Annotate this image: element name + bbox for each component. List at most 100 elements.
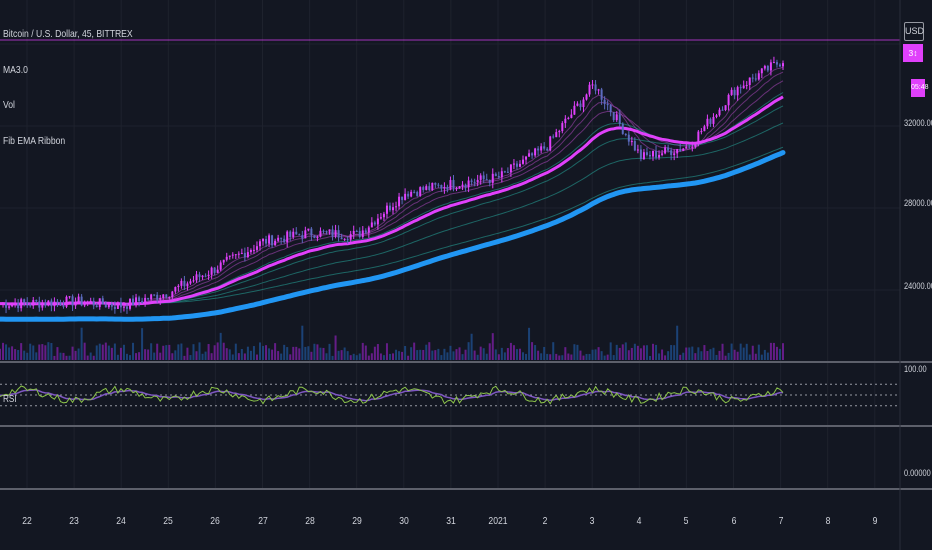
candle-body [156, 294, 159, 300]
volume-bar [41, 344, 44, 360]
volume-bar [128, 355, 131, 360]
candle-body [558, 131, 561, 133]
candle-body [89, 300, 92, 302]
volume-bar [165, 345, 168, 360]
candle-body [147, 297, 150, 300]
candle-body [201, 275, 204, 278]
volume-bar [11, 346, 14, 360]
candle-body [479, 175, 482, 180]
volume-bar [367, 355, 370, 360]
candle-body [440, 184, 443, 189]
volume-bar [642, 345, 645, 360]
volume-bar [564, 347, 567, 360]
legend-rsi[interactable]: RSI [3, 394, 17, 405]
candle-body [8, 306, 11, 308]
volume-bar [494, 349, 497, 360]
candle-body [537, 148, 540, 151]
volume-bar [500, 347, 503, 360]
candle-body [443, 186, 446, 189]
candle-body [522, 159, 525, 164]
candle-body [410, 191, 413, 197]
volume-bar [144, 349, 147, 360]
candle-body [316, 236, 319, 239]
candle-body [292, 231, 295, 237]
volume-bar [497, 354, 500, 360]
volume-bar [712, 347, 715, 360]
volume-bar [20, 343, 23, 360]
candle-body [388, 205, 391, 211]
candle-body [576, 103, 579, 106]
candle-body [107, 304, 110, 308]
volume-bar [343, 347, 346, 360]
volume-bar [95, 345, 98, 360]
candle-body [132, 298, 135, 306]
candle-body [116, 302, 119, 309]
candle-body [467, 180, 470, 188]
candle-body [528, 153, 531, 157]
time-tick: 8 [825, 515, 831, 527]
volume-bar [171, 353, 174, 360]
candle-body [603, 99, 606, 105]
volume-bar [479, 346, 482, 360]
candle-body [449, 180, 452, 190]
time-tick: 25 [163, 515, 174, 527]
time-tick: 2 [542, 515, 548, 527]
candle-body [778, 64, 781, 67]
volume-bar [240, 349, 243, 360]
volume-bars [0, 325, 784, 360]
candle-body [289, 231, 292, 237]
pane-separators[interactable] [0, 361, 932, 490]
legend-ma[interactable]: MA3.0 [3, 64, 28, 76]
legend-ribbon[interactable]: Fib EMA Ribbon [3, 135, 66, 147]
candle-body [334, 230, 337, 237]
volume-bar [609, 342, 612, 360]
candle-body [564, 118, 567, 124]
volume-bar [627, 350, 630, 360]
legend-symbol[interactable]: Bitcoin / U.S. Dollar, 45, BITTREX [3, 28, 133, 40]
candle-body [56, 301, 59, 303]
candle-body [546, 148, 549, 151]
candle-body [730, 89, 733, 95]
candle-body [600, 89, 603, 100]
volume-bar [77, 348, 80, 360]
volume-bar [334, 335, 337, 360]
candle-body [370, 222, 373, 228]
candle-body [135, 297, 138, 306]
volume-bar [340, 350, 343, 360]
volume-bar [697, 347, 700, 360]
volume-bar [80, 327, 83, 360]
volume-bar [289, 354, 292, 360]
volume-bar [782, 343, 784, 360]
volume-bar [661, 349, 664, 360]
volume-bar [567, 353, 570, 360]
volume-bar [503, 352, 506, 360]
volume-bar [531, 342, 534, 360]
candle-body [47, 300, 50, 306]
volume-bar [398, 351, 401, 360]
volume-bar [473, 350, 476, 360]
candle-body [627, 134, 630, 142]
currency-button[interactable]: USD [904, 22, 924, 41]
candle-body [407, 193, 410, 197]
candle-body [110, 304, 113, 307]
volume-bar [56, 347, 59, 360]
volume-bar [198, 342, 201, 360]
volume-bar [156, 343, 159, 360]
volume-bar [482, 348, 485, 360]
candle-body [382, 213, 385, 218]
candle-body [706, 118, 709, 127]
volume-bar [141, 328, 144, 360]
volume-bar [379, 353, 382, 360]
volume-bar [404, 346, 407, 360]
volume-bar [449, 345, 452, 360]
volume-bar [210, 353, 213, 360]
candle-body [401, 196, 404, 200]
legend-vol[interactable]: Vol [3, 99, 15, 111]
candle-body [5, 302, 8, 308]
candle-body [198, 274, 201, 278]
candle-body [162, 294, 165, 298]
candle-body [26, 302, 29, 305]
candle-body [518, 163, 521, 167]
volume-bar [74, 350, 77, 360]
